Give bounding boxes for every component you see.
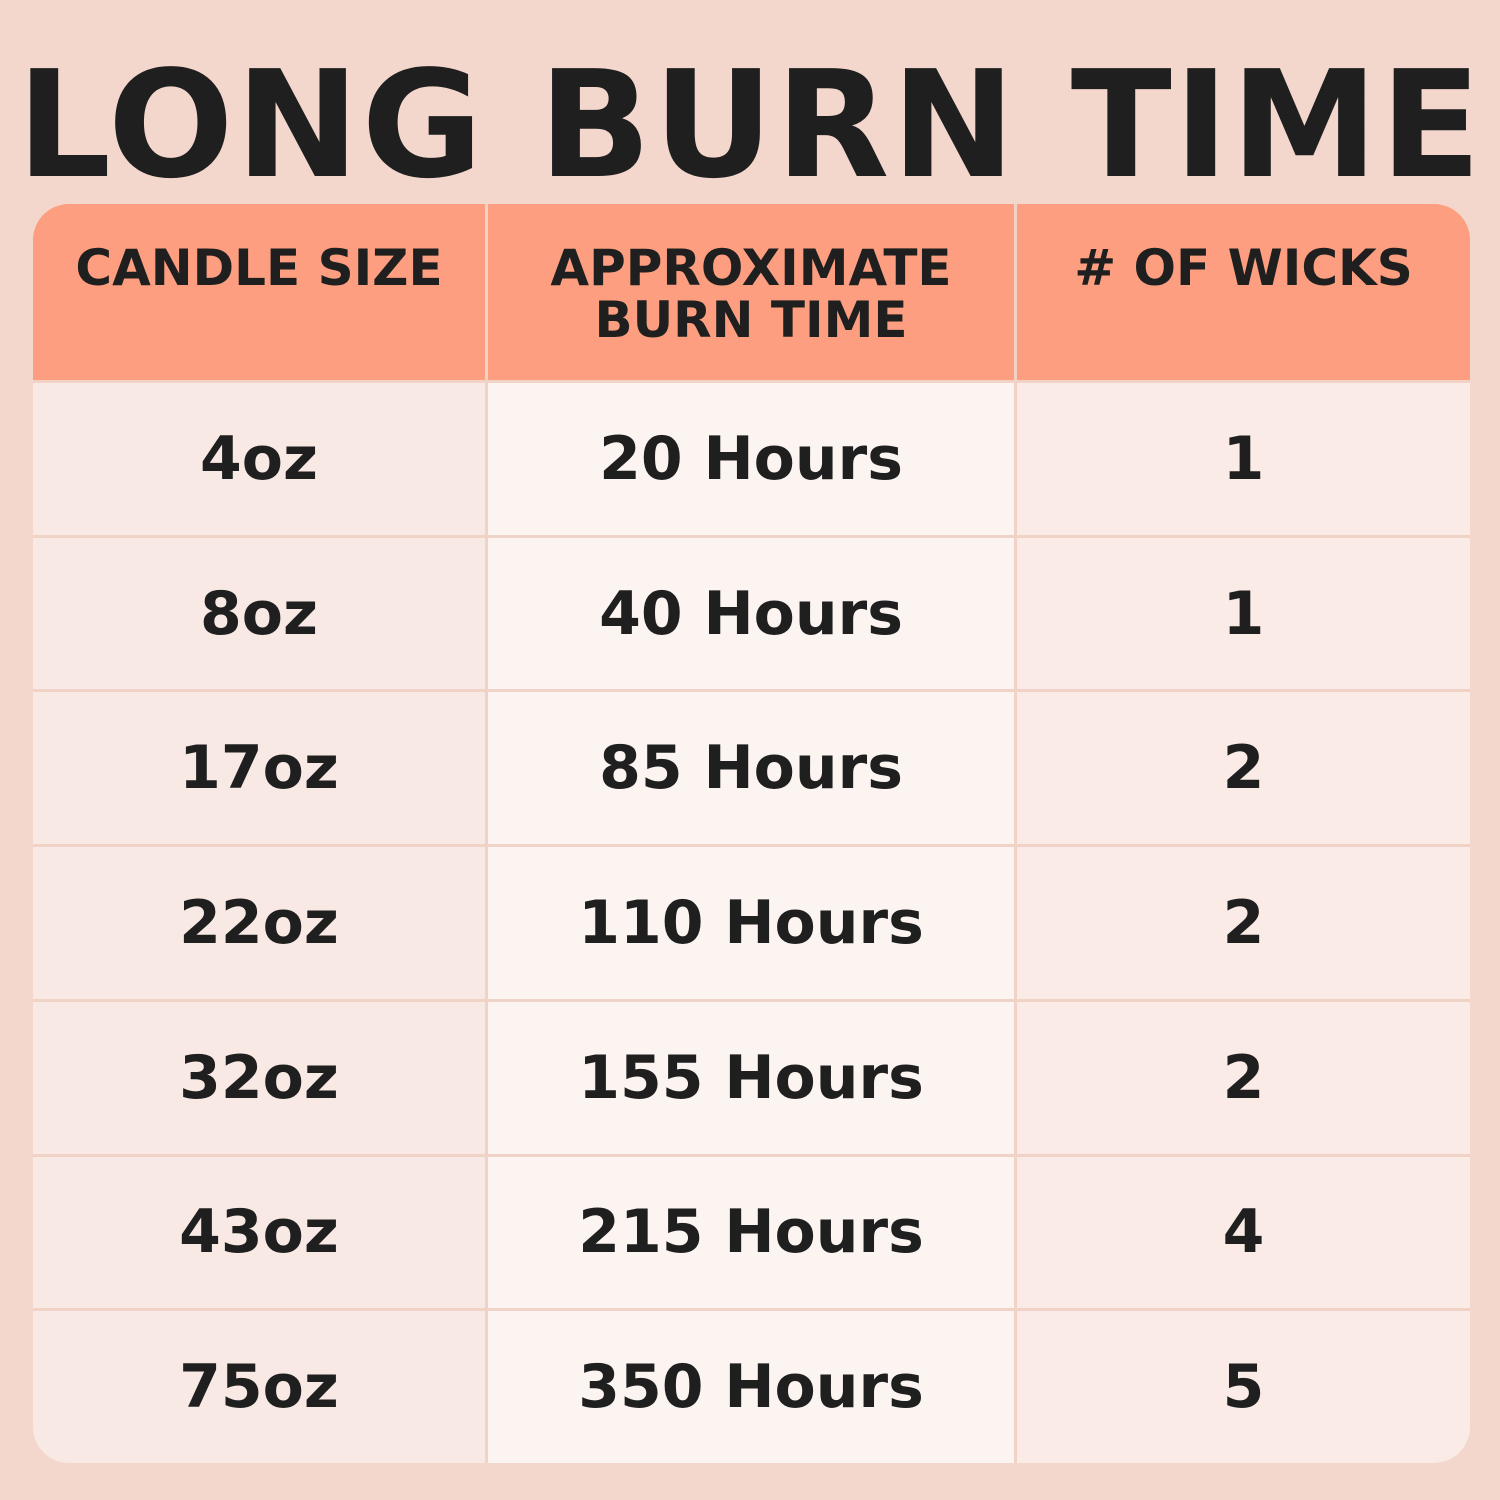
- cell-wicks: 2: [1017, 847, 1470, 999]
- cell-burn-time: 350 Hours: [488, 1311, 1014, 1463]
- cell-wicks: 1: [1017, 383, 1470, 535]
- cell-burn-time: 110 Hours: [488, 847, 1014, 999]
- cell-wicks: 5: [1017, 1311, 1470, 1463]
- cell-candle-size: 22oz: [33, 847, 485, 999]
- cell-burn-time: 215 Hours: [488, 1156, 1014, 1309]
- header-wicks: # OF WICKS: [1017, 204, 1470, 380]
- cell-wicks: 1: [1017, 537, 1470, 690]
- cell-candle-size: 43oz: [33, 1156, 485, 1309]
- cell-candle-size: 32oz: [33, 1001, 485, 1154]
- cell-burn-time: 155 Hours: [488, 1001, 1014, 1154]
- burn-time-table: CANDLE SIZE APPROXIMATE BURN TIME # OF W…: [33, 204, 1470, 1463]
- cell-burn-time: 20 Hours: [488, 383, 1014, 535]
- page-title: LONG BURN TIME: [16, 39, 1484, 211]
- cell-wicks: 2: [1017, 692, 1470, 845]
- header-candle-size: CANDLE SIZE: [33, 204, 485, 380]
- header-burn-time: APPROXIMATE BURN TIME: [488, 204, 1014, 380]
- cell-wicks: 4: [1017, 1156, 1470, 1309]
- cell-candle-size: 4oz: [33, 383, 485, 535]
- cell-candle-size: 75oz: [33, 1311, 485, 1463]
- cell-burn-time: 85 Hours: [488, 692, 1014, 845]
- cell-candle-size: 17oz: [33, 692, 485, 845]
- cell-burn-time: 40 Hours: [488, 537, 1014, 690]
- cell-candle-size: 8oz: [33, 537, 485, 690]
- cell-wicks: 2: [1017, 1001, 1470, 1154]
